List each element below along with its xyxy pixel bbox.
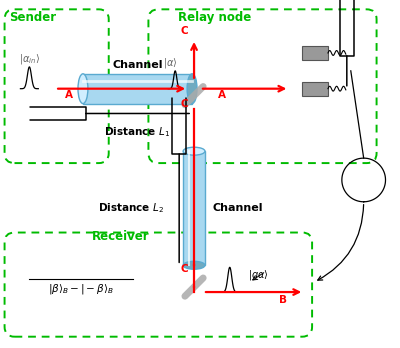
Text: C: C [180, 26, 188, 36]
Text: Receiver: Receiver [92, 230, 150, 243]
Bar [302, 46, 328, 60]
Ellipse shape [183, 147, 205, 155]
Bar [83, 74, 192, 104]
Text: C: C [180, 264, 188, 274]
Text: $|g\alpha\rangle$: $|g\alpha\rangle$ [248, 268, 268, 282]
Text: A: A [218, 90, 226, 100]
Bar [302, 82, 328, 96]
Text: $|\alpha\rangle$: $|\alpha\rangle$ [163, 56, 178, 70]
Text: C: C [180, 98, 188, 109]
Ellipse shape [78, 74, 88, 104]
Text: $|\alpha_{in}\rangle$: $|\alpha_{in}\rangle$ [19, 52, 40, 66]
Text: B: B [279, 295, 287, 305]
Text: Relay node: Relay node [178, 11, 252, 24]
Text: A: A [65, 90, 73, 100]
Text: Distance $\mathit{L}_2$: Distance $\mathit{L}_2$ [98, 201, 164, 215]
Ellipse shape [187, 74, 197, 104]
Text: Sender: Sender [10, 11, 57, 24]
Text: Distance $\mathit{L}_1$: Distance $\mathit{L}_1$ [104, 125, 171, 139]
Text: $|\beta\rangle_B - |-\beta\rangle_B$: $|\beta\rangle_B - |-\beta\rangle_B$ [48, 282, 114, 296]
Bar [183, 151, 205, 265]
Ellipse shape [183, 261, 205, 269]
Text: Channel: Channel [112, 60, 163, 70]
Text: Channel: Channel [213, 203, 263, 213]
